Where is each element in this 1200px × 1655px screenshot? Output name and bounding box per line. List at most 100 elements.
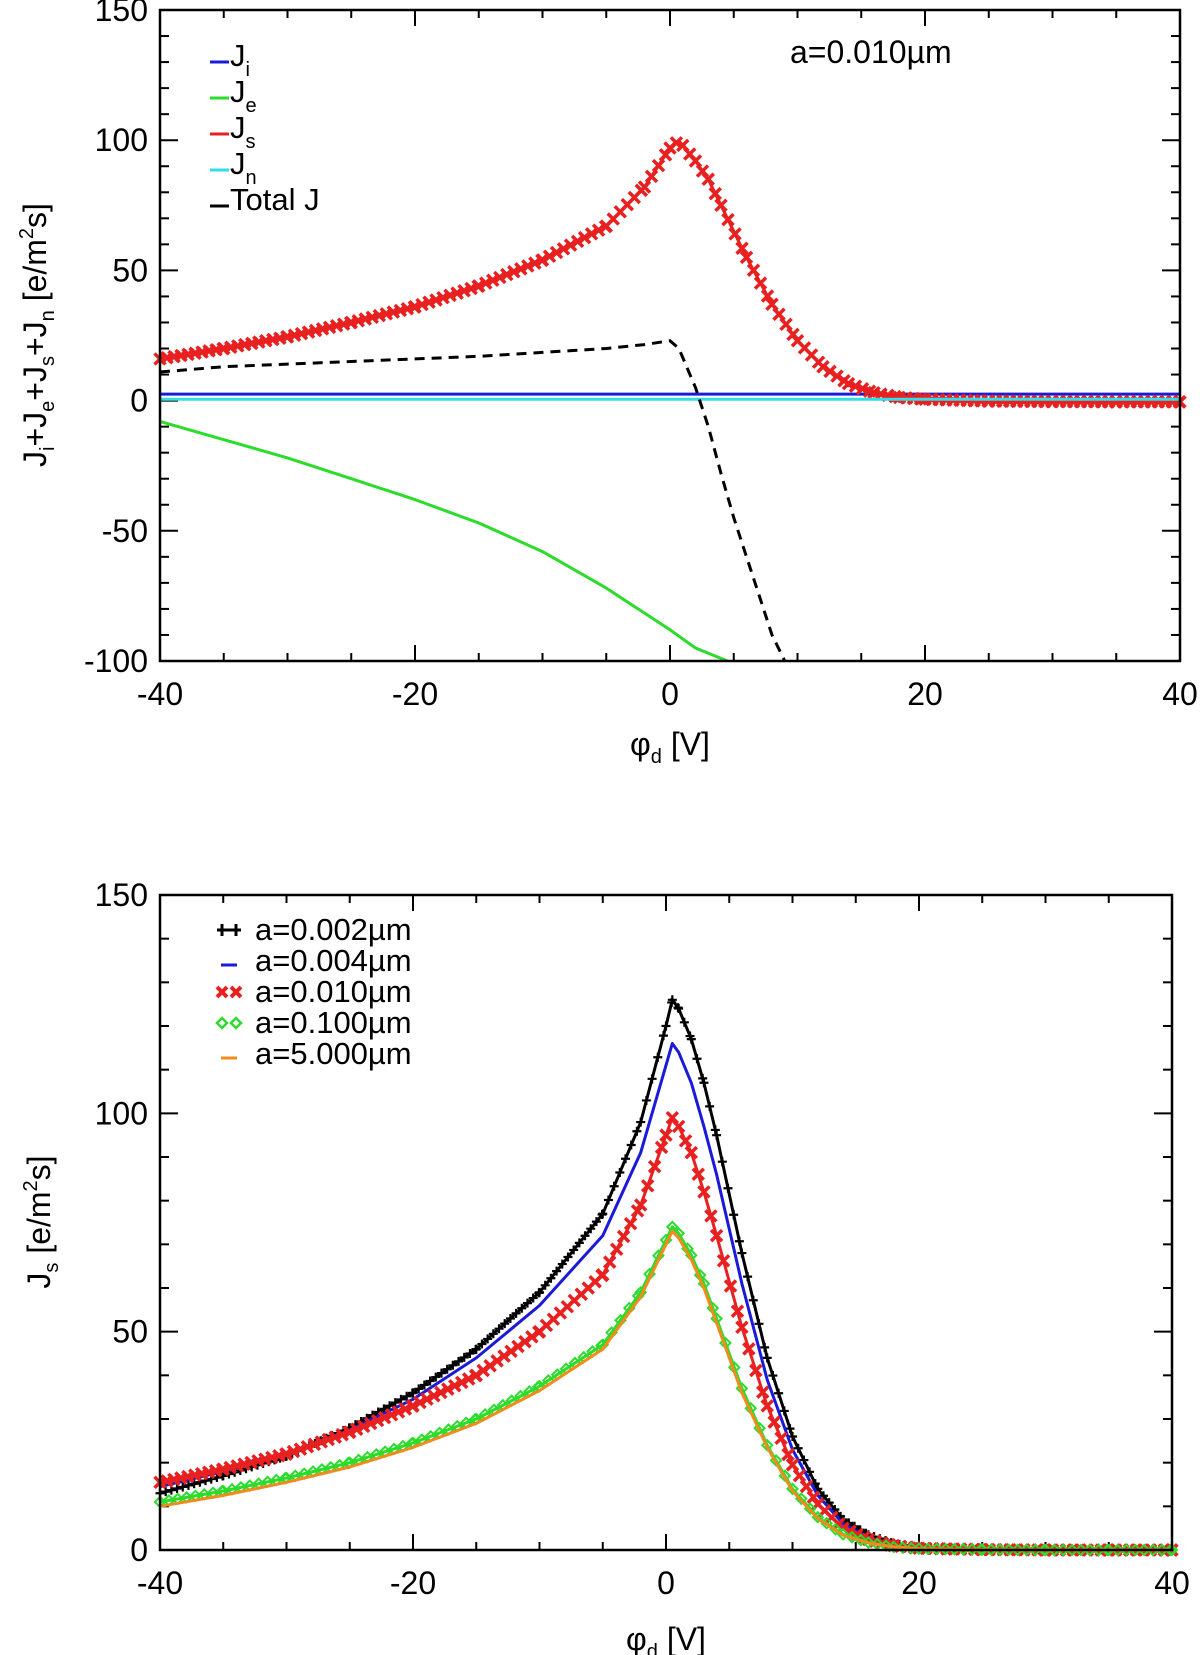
data-marker: [723, 1279, 738, 1293]
y-tick-label: 0: [130, 383, 148, 419]
series-top: [153, 136, 1187, 663]
legend-label: Jn: [230, 146, 257, 189]
y-tick-label: 150: [95, 877, 148, 913]
x-axis-label-bottom: φd [V]: [626, 1621, 706, 1655]
data-marker: [569, 1245, 579, 1255]
data-marker: [658, 1031, 668, 1041]
data-marker: [1047, 1543, 1061, 1557]
data-marker: [768, 1371, 778, 1381]
y-label-subscript: s: [37, 356, 59, 366]
data-marker: [698, 1073, 708, 1083]
x-tick-label: -40: [137, 676, 183, 712]
data-marker: [921, 1542, 935, 1556]
data-marker: [479, 276, 493, 290]
data-marker: [667, 995, 677, 1005]
data-marker: [965, 1543, 979, 1556]
data-marker: [172, 1484, 182, 1494]
legend-swatch: [217, 924, 241, 936]
data-marker: [396, 1394, 406, 1404]
data-marker: [598, 1209, 608, 1219]
data-marker: [517, 1303, 527, 1313]
y-label-part: J: [21, 1273, 57, 1289]
y-label-subscript: s: [41, 1263, 63, 1273]
legend-item: Je: [210, 74, 257, 117]
x-label-subscript: d: [651, 746, 662, 768]
legend-label: Je: [230, 74, 257, 117]
data-marker: [723, 1183, 733, 1193]
data-marker: [729, 1210, 739, 1220]
data-marker: [183, 1480, 193, 1490]
data-marker: [391, 1405, 406, 1419]
data-marker: [528, 256, 542, 270]
plot-frame-bottom: [158, 893, 1174, 1552]
y-tick-label: -50: [102, 513, 148, 549]
legend-item: Jn: [210, 146, 257, 189]
x-tick-label: 40: [1154, 1565, 1190, 1601]
data-marker: [742, 1342, 756, 1356]
data-marker: [577, 230, 592, 245]
y-axis-label-bottom: Js [e/m2s]: [20, 1155, 63, 1288]
data-marker: [459, 1352, 469, 1362]
legend-label: a=0.004µm: [255, 943, 412, 978]
data-marker: [591, 223, 606, 237]
y-label-part: s]: [17, 203, 53, 228]
x-tick-label: 0: [661, 676, 679, 712]
tick-labels-top: -40 -20 0 20 40 -100 -50 0 50 100 150: [84, 0, 1198, 712]
data-marker: [563, 238, 578, 252]
data-marker: [431, 1372, 441, 1382]
legend-item: Ji: [210, 38, 250, 81]
data-marker: [684, 1145, 699, 1160]
data-marker: [511, 1308, 521, 1318]
data-marker: [1020, 1543, 1033, 1557]
data-marker: [580, 1231, 590, 1241]
data-marker: [659, 1128, 673, 1142]
data-marker: [486, 273, 500, 288]
data-marker: [799, 1479, 814, 1494]
legend-item: a=0.100µm: [215, 1005, 412, 1040]
data-marker: [507, 264, 521, 279]
legend-label: Js: [230, 110, 256, 153]
y-axis-label-top: Ji+Je+Js+Jn [e/m2s]: [16, 203, 59, 467]
series-line: [159, 339, 787, 662]
data-marker: [714, 198, 728, 213]
x-tick-label: 20: [907, 676, 943, 712]
data-marker: [749, 1363, 763, 1378]
legend-label: Total J: [230, 182, 320, 217]
data-marker: [535, 1287, 544, 1297]
data-marker: [398, 1402, 413, 1416]
data-marker: [975, 1543, 989, 1556]
data-marker: [1128, 1543, 1142, 1557]
legend-label: a=0.010µm: [255, 974, 412, 1009]
data-marker: [739, 250, 754, 265]
y-tick-label: 50: [112, 1314, 148, 1350]
data-marker: [1102, 1543, 1116, 1557]
legend-swatch: [215, 985, 243, 999]
data-marker: [384, 1408, 399, 1422]
data-marker: [760, 1399, 774, 1413]
data-marker: [546, 1273, 556, 1283]
data-marker: [636, 1117, 646, 1127]
data-marker: [420, 1392, 434, 1406]
data-marker: [748, 1295, 758, 1305]
data-marker: [691, 1167, 705, 1181]
data-marker: [640, 1179, 655, 1193]
data-marker: [1065, 1543, 1079, 1557]
series-total-j: [159, 339, 787, 662]
data-marker: [427, 1389, 441, 1403]
data-marker: [586, 1224, 596, 1234]
data-marker: [465, 1349, 475, 1358]
data-marker: [500, 267, 514, 282]
data-marker: [948, 1542, 961, 1556]
data-marker: [734, 1236, 744, 1246]
x-label-unit: [V]: [658, 1621, 706, 1655]
data-marker: [448, 1378, 462, 1393]
data-marker: [785, 1424, 795, 1434]
data-marker: [746, 263, 761, 278]
data-marker: [1039, 1543, 1052, 1557]
data-marker: [549, 245, 564, 260]
data-marker: [441, 1382, 455, 1396]
